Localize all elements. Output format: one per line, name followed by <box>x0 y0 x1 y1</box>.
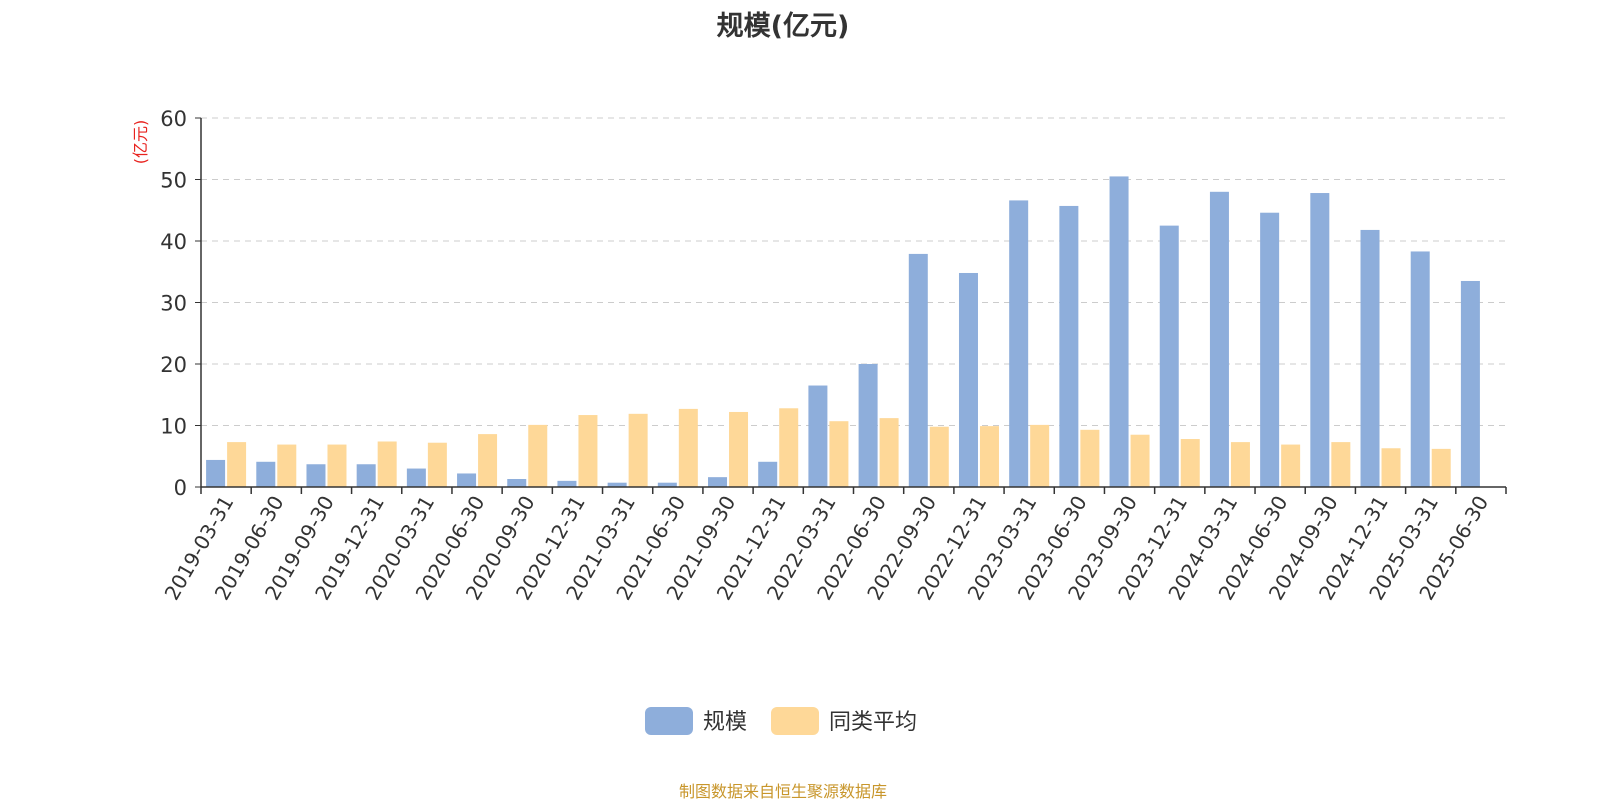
bar-category-average <box>1381 448 1401 487</box>
bar-scale <box>1059 205 1079 487</box>
bar-category-average <box>1130 434 1150 487</box>
bar-scale <box>256 461 276 487</box>
y-tick-label: 40 <box>160 230 187 254</box>
bar-scale <box>708 477 728 487</box>
bar-scale <box>306 464 326 487</box>
bar-category-average <box>829 421 849 487</box>
bar-category-average <box>1281 444 1301 487</box>
legend-label-category-average[interactable]: 同类平均 <box>829 710 917 735</box>
bar-category-average <box>1080 429 1100 487</box>
axes: 0102030405060(亿元)2019-03-312019-06-30201… <box>131 107 1507 604</box>
bar-scale <box>858 364 878 487</box>
bar-scale <box>958 272 978 487</box>
bar-scale <box>1109 176 1129 488</box>
bar-scale <box>356 464 376 487</box>
y-tick-label: 10 <box>160 415 187 439</box>
bar-scale <box>1310 193 1330 487</box>
bar-category-average <box>427 442 447 487</box>
bar-category-average <box>1180 439 1200 487</box>
bar-category-average <box>1230 442 1250 487</box>
bar-scale <box>507 479 527 487</box>
bar-category-average <box>377 441 397 487</box>
y-tick-label: 30 <box>160 292 187 316</box>
y-tick-label: 60 <box>160 107 187 131</box>
bars <box>206 176 1480 488</box>
bar-scale <box>808 385 828 487</box>
bar-category-average <box>1331 442 1351 487</box>
bar-scale <box>908 253 928 487</box>
bar-scale <box>1460 280 1480 487</box>
bar-category-average <box>327 444 347 487</box>
bar-category-average <box>628 413 648 487</box>
bar-scale <box>1410 251 1430 487</box>
bar-scale <box>1209 191 1229 488</box>
legend-swatch-category-average[interactable] <box>771 707 819 735</box>
bar-category-average <box>979 426 999 487</box>
y-tick-label: 50 <box>160 169 187 193</box>
bar-chart: 0102030405060(亿元)2019-03-312019-06-30201… <box>131 107 1507 735</box>
chart-title: 规模(亿元) <box>716 11 850 42</box>
bar-scale <box>557 480 577 487</box>
bar-scale <box>657 482 677 487</box>
y-axis-label: (亿元) <box>131 120 150 165</box>
bar-category-average <box>729 411 749 487</box>
source-note: 制图数据来自恒生聚源数据库 <box>678 782 887 801</box>
bar-scale <box>206 459 226 487</box>
bar-category-average <box>929 426 949 487</box>
y-tick-label: 0 <box>174 476 187 500</box>
bar-category-average <box>1431 448 1451 487</box>
bar-category-average <box>478 434 498 487</box>
bar-scale <box>758 461 778 487</box>
bar-category-average <box>678 408 698 487</box>
legend-label-scale[interactable]: 规模 <box>703 710 747 735</box>
bar-scale <box>1360 229 1380 487</box>
bar-scale <box>1009 200 1029 487</box>
bar-scale <box>1260 212 1280 487</box>
bar-category-average <box>277 444 297 487</box>
bar-category-average <box>528 424 548 487</box>
bar-category-average <box>578 415 598 487</box>
bar-category-average <box>779 408 799 487</box>
grid-lines <box>201 117 1506 426</box>
bar-scale <box>607 482 627 487</box>
bar-scale <box>1159 225 1179 487</box>
y-tick-label: 20 <box>160 353 187 377</box>
legend: 规模 同类平均 <box>645 707 917 735</box>
bar-category-average <box>227 442 247 487</box>
bar-scale <box>406 468 426 487</box>
bar-category-average <box>879 418 899 487</box>
bar-category-average <box>1030 424 1050 487</box>
legend-swatch-scale[interactable] <box>645 707 693 735</box>
bar-scale <box>457 473 477 487</box>
